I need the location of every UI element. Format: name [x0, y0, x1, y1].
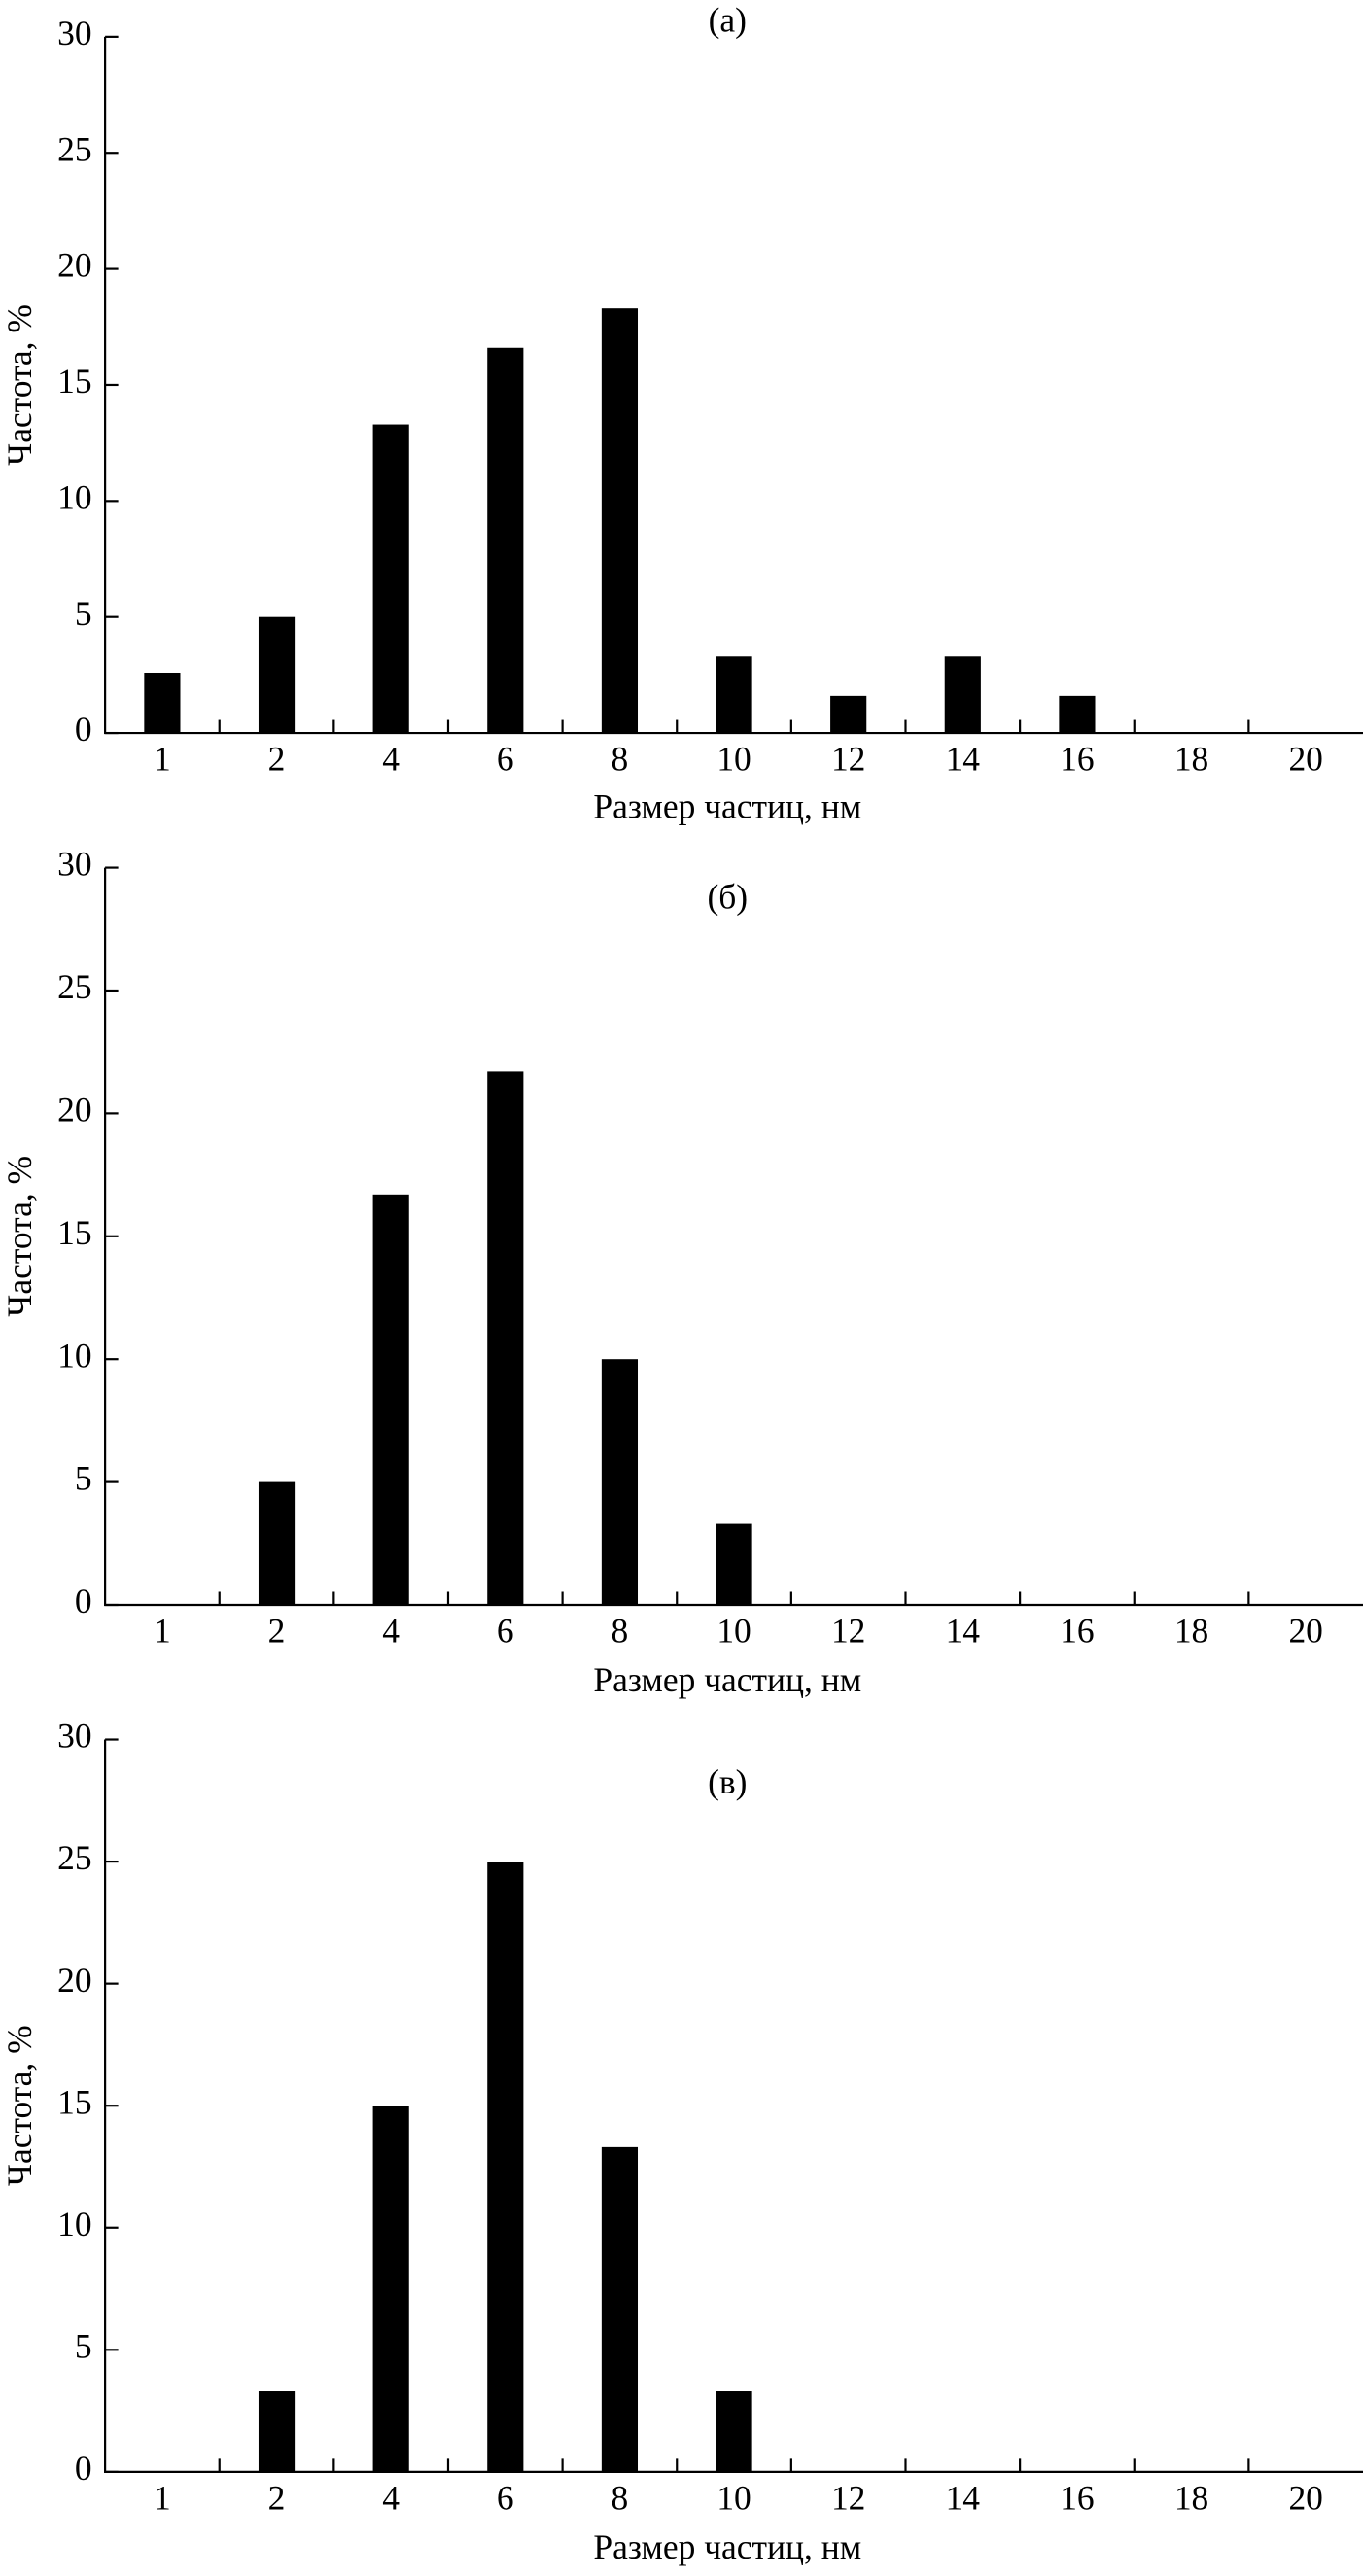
- bar: [716, 2391, 752, 2472]
- y-tick-label: 15: [57, 2082, 91, 2121]
- x-tick-label: 10: [716, 1612, 751, 1651]
- x-tick-label: 2: [268, 2478, 286, 2517]
- x-tick-label: 12: [831, 2478, 865, 2517]
- x-tick-label: 1: [154, 740, 171, 779]
- y-tick-label: 10: [57, 2205, 91, 2244]
- chart-title: (в): [708, 1762, 747, 1801]
- bar: [487, 1071, 524, 1606]
- bar: [372, 2106, 409, 2472]
- y-tick-label: 0: [75, 2449, 92, 2488]
- y-tick-label: 10: [57, 477, 91, 516]
- y-tick-label: 15: [57, 1213, 91, 1252]
- y-tick-label: 20: [57, 1091, 91, 1130]
- y-tick-label: 25: [57, 129, 91, 168]
- x-tick-label: 12: [831, 1612, 865, 1651]
- bar: [258, 2391, 296, 2472]
- y-tick-label: 25: [57, 967, 91, 1006]
- x-tick-label: 8: [612, 740, 629, 779]
- bar: [372, 424, 409, 734]
- x-tick-label: 12: [831, 740, 865, 779]
- x-tick-label: 16: [1060, 2478, 1094, 2517]
- bar: [487, 1862, 524, 2472]
- x-tick-label: 14: [946, 1612, 981, 1651]
- y-tick-label: 5: [75, 2326, 92, 2365]
- y-tick-label: 20: [57, 1961, 91, 2000]
- bar: [144, 672, 181, 734]
- x-tick-label: 1: [154, 1612, 171, 1651]
- x-tick-label: 8: [612, 2478, 629, 2517]
- x-tick-label: 18: [1174, 740, 1208, 779]
- x-tick-label: 4: [382, 2478, 400, 2517]
- x-axis-label: Размер частиц, нм: [593, 787, 861, 826]
- y-tick-label: 15: [57, 362, 91, 400]
- bar: [1059, 695, 1096, 734]
- bar: [258, 1481, 296, 1606]
- x-tick-label: 10: [716, 740, 751, 779]
- x-tick-label: 16: [1060, 1612, 1094, 1651]
- x-axis-label: Размер частиц, нм: [593, 2527, 861, 2566]
- y-tick-label: 25: [57, 1838, 91, 1877]
- x-tick-label: 6: [497, 740, 514, 779]
- bar: [716, 1523, 752, 1606]
- x-tick-label: 10: [716, 2478, 751, 2517]
- y-tick-label: 30: [57, 845, 91, 884]
- y-tick-label: 5: [75, 594, 92, 633]
- chart-title: (б): [707, 877, 748, 916]
- x-tick-label: 18: [1174, 2478, 1208, 2517]
- bar: [601, 2146, 639, 2472]
- bar: [601, 1359, 639, 1606]
- x-tick-label: 16: [1060, 740, 1094, 779]
- y-axis-label: Частота, %: [0, 1156, 39, 1317]
- x-tick-label: 14: [946, 2478, 981, 2517]
- y-tick-label: 0: [75, 710, 92, 748]
- x-tick-label: 6: [497, 2478, 514, 2517]
- x-tick-label: 1: [154, 2478, 171, 2517]
- x-tick-label: 6: [497, 1612, 514, 1651]
- bar: [716, 656, 752, 734]
- y-tick-label: 0: [75, 1582, 92, 1620]
- x-tick-label: 8: [612, 1612, 629, 1651]
- bar: [601, 308, 639, 734]
- y-tick-label: 10: [57, 1336, 91, 1375]
- y-tick-label: 20: [57, 246, 91, 285]
- x-tick-label: 4: [382, 740, 400, 779]
- x-tick-label: 18: [1174, 1612, 1208, 1651]
- x-tick-label: 2: [268, 1612, 286, 1651]
- bar: [258, 616, 296, 734]
- y-axis-label: Частота, %: [0, 2025, 39, 2186]
- chart-title: (а): [709, 0, 747, 39]
- axes: [104, 1739, 1363, 2473]
- x-tick-label: 20: [1288, 740, 1322, 779]
- y-axis-label: Частота, %: [0, 304, 39, 466]
- x-tick-label: 14: [946, 740, 981, 779]
- x-tick-label: 2: [268, 740, 286, 779]
- x-tick-label: 20: [1288, 2478, 1322, 2517]
- y-tick-label: 5: [75, 1459, 92, 1498]
- y-tick-label: 30: [57, 14, 91, 52]
- bar: [944, 656, 981, 734]
- x-tick-label: 20: [1288, 1612, 1322, 1651]
- y-tick-label: 30: [57, 1717, 91, 1756]
- bar: [830, 695, 867, 734]
- x-tick-label: 4: [382, 1612, 400, 1651]
- bar: [372, 1194, 409, 1606]
- bar: [487, 347, 524, 734]
- x-axis-label: Размер частиц, нм: [593, 1660, 861, 1699]
